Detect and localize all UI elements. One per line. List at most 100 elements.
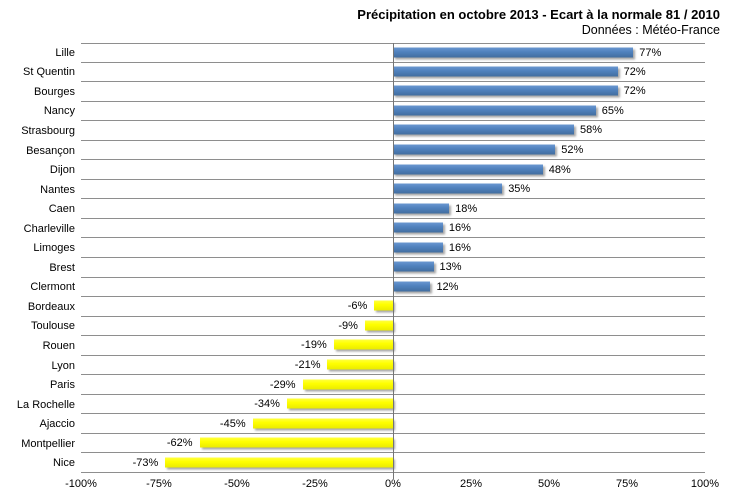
bar-row: Bordeaux -6% [0, 297, 705, 317]
positive-bar [393, 144, 556, 155]
data-label: 35% [508, 183, 531, 196]
category-label: Bourges [34, 85, 75, 98]
bar-row: Bourges 72% [0, 82, 705, 102]
data-label: 52% [561, 144, 584, 156]
bar-row: Caen 18% [0, 199, 705, 219]
negative-bar [327, 359, 393, 370]
data-label: 72% [623, 85, 646, 98]
x-axis-tick-label: 25% [459, 478, 483, 490]
negative-bar [374, 300, 393, 311]
x-axis-tick-label: -75% [146, 478, 172, 490]
bar-row: Nantes 35% [0, 180, 705, 200]
x-axis-tick-label: 75% [615, 478, 639, 490]
zero-axis-line [393, 43, 394, 479]
category-label: Caen [48, 203, 75, 216]
positive-bar [393, 183, 503, 194]
x-axis-tick-label: 100% [690, 478, 720, 490]
x-axis-tick-label: -100% [65, 478, 97, 490]
data-label: -73% [132, 456, 159, 469]
x-axis-tick-label: -50% [224, 478, 250, 490]
category-label: Nice [52, 457, 75, 470]
category-label: St Quentin [23, 66, 75, 79]
category-label: Lyon [51, 359, 75, 372]
data-label: 16% [448, 241, 471, 254]
positive-bar [393, 242, 443, 253]
negative-bar [364, 320, 393, 331]
bar-row: Paris -29% [0, 375, 705, 395]
bar-row: Ajaccio -45% [0, 414, 705, 434]
negative-bar [302, 379, 393, 390]
category-label: Nancy [43, 105, 75, 118]
bar-row: Montpellier -62% [0, 434, 705, 454]
bar-row: Charleville 16% [0, 219, 705, 239]
negative-bar [199, 437, 393, 448]
bar-row: Toulouse -9% [0, 317, 705, 337]
category-label: Montpellier [21, 437, 75, 450]
positive-bar [393, 203, 450, 214]
bar-row: Lyon -21% [0, 356, 705, 376]
data-label: 16% [448, 222, 471, 235]
category-label: Lille [55, 46, 75, 59]
bar-row: Rouen -19% [0, 336, 705, 356]
data-label: 48% [548, 163, 571, 176]
bar-row: Besançon 52% [0, 141, 705, 161]
positive-bar [393, 124, 574, 135]
positive-bar [393, 222, 443, 233]
data-label: -19% [301, 339, 327, 352]
positive-bar [393, 47, 634, 58]
data-label: -29% [269, 378, 296, 391]
x-axis-tick-label: -25% [302, 478, 328, 490]
category-label: Brest [49, 261, 75, 274]
negative-bar [165, 457, 393, 468]
bar-row: Brest 13% [0, 258, 705, 278]
category-label: Limoges [33, 242, 75, 255]
data-label: -21% [294, 359, 321, 372]
x-axis-tick-label: 0% [385, 478, 401, 490]
x-axis-tick-label: 50% [537, 478, 561, 490]
category-label: Besançon [26, 144, 75, 157]
data-label: -45% [219, 417, 246, 430]
category-label: Clermont [30, 281, 75, 294]
data-label: -34% [254, 398, 280, 411]
x-axis: -100% -75% -50% -25% 0% 25% 50% 75% 100% [65, 478, 719, 494]
positive-bar [393, 164, 543, 175]
bar-row: Limoges 16% [0, 238, 705, 259]
data-label: -9% [338, 319, 358, 332]
negative-bar [286, 398, 393, 409]
positive-bar [393, 85, 618, 96]
positive-bar [393, 66, 618, 77]
bar-row: Strasbourg 58% [0, 121, 705, 141]
bar-row: Dijon 48% [0, 160, 705, 180]
category-label: Ajaccio [39, 418, 75, 431]
negative-bar [252, 418, 393, 429]
category-label: Toulouse [30, 320, 75, 333]
category-label: Strasbourg [21, 124, 75, 137]
category-label: Nantes [40, 183, 75, 196]
bar-row: Nice -73% [0, 453, 705, 474]
positive-bar [393, 261, 434, 272]
bar-row: Clermont 12% [0, 278, 705, 298]
positive-bar [393, 281, 431, 292]
positive-bar [393, 105, 596, 116]
category-label: Rouen [42, 339, 75, 352]
chart-subtitle: Données : Météo-France [581, 23, 720, 38]
bar-row: St Quentin 72% [0, 63, 705, 83]
data-label: 18% [455, 202, 478, 215]
data-label: 58% [579, 124, 602, 137]
category-label: Charleville [23, 222, 75, 235]
chart-title: Précipitation en octobre 2013 - Ecart à … [357, 7, 720, 22]
data-label: -62% [166, 437, 193, 450]
data-label: -6% [347, 300, 368, 313]
bar-row: Lille 77% [0, 43, 705, 63]
data-label: 77% [639, 46, 662, 59]
category-label: Bordeaux [27, 300, 75, 313]
chart-header: Précipitation en octobre 2013 - Ecart à … [357, 7, 720, 39]
data-label: 13% [439, 261, 462, 274]
negative-bar [333, 339, 393, 350]
bar-row: Nancy 65% [0, 102, 705, 122]
category-label: La Rochelle [16, 398, 75, 411]
plot-area: Lille 77% St Quentin 72% Bourges 72% Nancy 65% S… [0, 43, 705, 474]
data-label: 12% [436, 280, 459, 293]
bar-row: La Rochelle -34% [0, 395, 705, 415]
